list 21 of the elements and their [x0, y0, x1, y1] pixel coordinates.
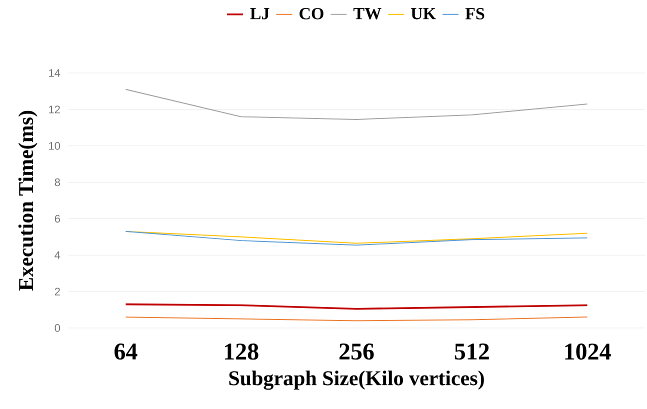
- y-tick-label: 6: [54, 214, 60, 223]
- legend-label: LJ: [250, 8, 270, 20]
- y-tick-label: 8: [54, 178, 60, 186]
- legend-label: UK: [410, 8, 436, 20]
- x-axis-title: Subgraph Size(Kilo vertices): [229, 370, 484, 390]
- y-tick-label: 4: [54, 251, 60, 259]
- x-tick-label: 128: [225, 344, 258, 360]
- x-tick-label: 1024: [565, 344, 611, 360]
- x-tick-label: 512: [454, 344, 489, 360]
- y-tick-label: 14: [49, 69, 60, 77]
- y-axis-title: Execution Time(ms): [18, 110, 38, 291]
- legend-label: TW: [353, 8, 382, 20]
- x-tick-label: 64: [114, 344, 138, 360]
- line-series: [125, 88, 588, 120]
- y-tick-label: 0: [54, 324, 60, 332]
- y-tick-label: 2: [54, 288, 60, 296]
- legend-label: FS: [465, 8, 484, 20]
- y-tick-label: 10: [49, 142, 60, 150]
- legend-label: CO: [300, 8, 324, 20]
- x-tick-label: 256: [340, 344, 374, 360]
- y-tick-label: 12: [49, 106, 60, 114]
